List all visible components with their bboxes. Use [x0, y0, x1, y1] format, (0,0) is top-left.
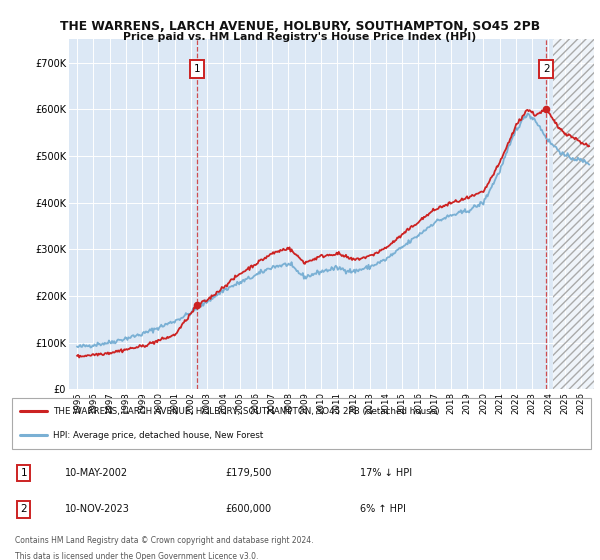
Text: 2: 2 — [20, 505, 27, 514]
Text: 17% ↓ HPI: 17% ↓ HPI — [360, 468, 412, 478]
Text: HPI: Average price, detached house, New Forest: HPI: Average price, detached house, New … — [53, 431, 263, 440]
Text: £600,000: £600,000 — [226, 505, 272, 514]
Text: 6% ↑ HPI: 6% ↑ HPI — [360, 505, 406, 514]
Text: 2: 2 — [543, 64, 550, 74]
Text: Contains HM Land Registry data © Crown copyright and database right 2024.: Contains HM Land Registry data © Crown c… — [15, 536, 313, 545]
Text: 10-NOV-2023: 10-NOV-2023 — [65, 505, 130, 514]
Text: 1: 1 — [193, 64, 200, 74]
Text: 10-MAY-2002: 10-MAY-2002 — [65, 468, 128, 478]
Text: THE WARRENS, LARCH AVENUE, HOLBURY, SOUTHAMPTON, SO45 2PB (detached house): THE WARRENS, LARCH AVENUE, HOLBURY, SOUT… — [53, 407, 439, 416]
Bar — [553, 39, 594, 389]
Text: £179,500: £179,500 — [226, 468, 272, 478]
Text: Price paid vs. HM Land Registry's House Price Index (HPI): Price paid vs. HM Land Registry's House … — [124, 32, 476, 43]
Text: This data is licensed under the Open Government Licence v3.0.: This data is licensed under the Open Gov… — [15, 552, 258, 560]
Text: 1: 1 — [20, 468, 27, 478]
Text: THE WARRENS, LARCH AVENUE, HOLBURY, SOUTHAMPTON, SO45 2PB: THE WARRENS, LARCH AVENUE, HOLBURY, SOUT… — [60, 20, 540, 32]
Bar — [553, 39, 594, 389]
